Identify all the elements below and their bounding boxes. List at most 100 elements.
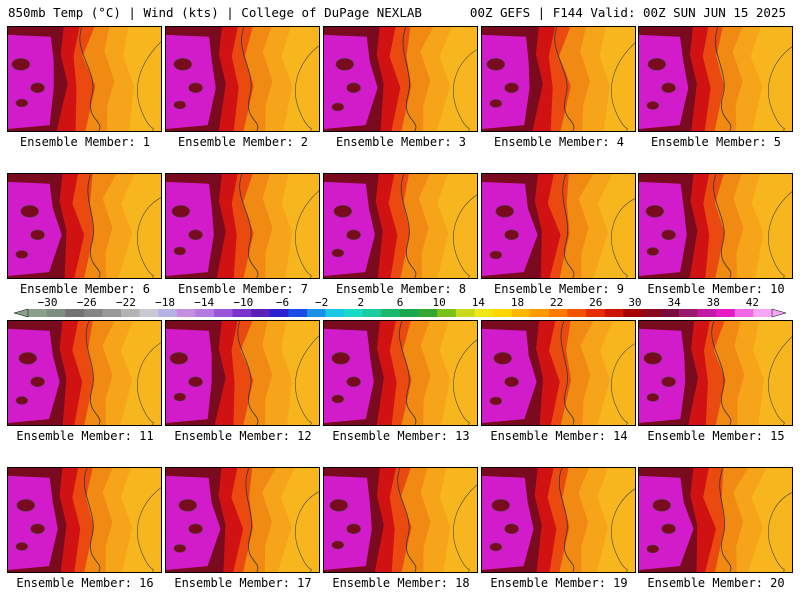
- warm-core-2: [173, 100, 187, 110]
- warm-core-1: [504, 229, 519, 241]
- colorbar-segment: [400, 309, 419, 317]
- colorbar-segment: [102, 309, 122, 317]
- warm-core-2: [489, 250, 503, 260]
- ensemble-member-label: Ensemble Member: 7: [177, 282, 309, 296]
- warm-core-1: [504, 82, 519, 94]
- temperature-field-map: [324, 468, 477, 572]
- colorbar-tick-label: 34: [667, 296, 681, 309]
- boundary-line: [768, 336, 792, 425]
- colorbar-segment: [530, 309, 550, 317]
- warm-core-2: [15, 98, 29, 108]
- ensemble-member-label: Ensemble Member: 11: [16, 429, 154, 443]
- boundary-line: [241, 27, 259, 131]
- warm-core-0: [16, 499, 35, 512]
- boundary-line: [719, 468, 732, 572]
- ensemble-member-label: Ensemble Member: 15: [647, 429, 785, 443]
- colorbar-segment: [623, 309, 643, 317]
- temperature-field-map: [324, 321, 477, 425]
- ensemble-member-label: Ensemble Member: 3: [335, 135, 467, 149]
- warm-core-1: [30, 523, 45, 535]
- warm-core-0: [486, 58, 505, 71]
- warm-core-2: [173, 246, 187, 256]
- warm-core-1: [661, 376, 676, 388]
- colorbar-tick-label: 14: [471, 296, 485, 309]
- warm-core-1: [30, 376, 45, 388]
- warm-core-0: [171, 205, 190, 218]
- isotherm-band-6: [324, 328, 374, 424]
- ensemble-panel-15: [638, 320, 793, 426]
- ensemble-member-label: Ensemble Member: 19: [490, 576, 628, 590]
- isotherm-band-6: [639, 328, 686, 424]
- colorbar-segment: [604, 309, 624, 317]
- boundary-line: [295, 190, 319, 278]
- boundary-line: [397, 468, 417, 572]
- boundary-line: [711, 321, 732, 425]
- colorbar-segment: [325, 309, 345, 317]
- isotherm-band-6: [639, 34, 689, 130]
- colorbar-tick-label: 6: [396, 296, 404, 309]
- colorbar-tick-label: 26: [589, 296, 603, 309]
- temperature-field-map: [639, 27, 792, 131]
- isotherm-band-6: [8, 34, 54, 130]
- colorbar-segment: [437, 309, 457, 317]
- boundary-line: [453, 484, 477, 572]
- warm-core-0: [493, 352, 512, 365]
- warm-core-2: [489, 542, 503, 552]
- colorbar-segment: [679, 309, 698, 317]
- colorbar-tick-label: 30: [628, 296, 642, 309]
- colorbar-segment: [269, 309, 289, 317]
- ensemble-panel-3: [323, 26, 478, 132]
- isotherm-band-6: [166, 181, 214, 277]
- boundary-line: [87, 174, 101, 278]
- temperature-field-map: [166, 468, 319, 572]
- warm-core-1: [188, 82, 203, 94]
- boundary-line: [714, 27, 732, 131]
- warm-core-0: [169, 352, 189, 365]
- colorbar-tick-label: −26: [76, 296, 97, 309]
- boundary-line: [79, 27, 101, 131]
- ensemble-panel-8: [323, 173, 478, 279]
- boundary-line: [713, 174, 732, 278]
- colorbar-segment: [660, 309, 680, 317]
- ensemble-panel-5: [638, 26, 793, 132]
- warm-core-1: [30, 82, 45, 94]
- temperature-field-map: [639, 321, 792, 425]
- colorbar-segment: [65, 309, 85, 317]
- colorbar-segment: [251, 309, 271, 317]
- colorbar-segment: [753, 309, 773, 317]
- boundary-line: [611, 343, 635, 425]
- boundary-line: [611, 42, 635, 131]
- warm-core-0: [495, 205, 514, 218]
- warm-core-2: [15, 250, 29, 259]
- warm-core-0: [20, 205, 39, 218]
- boundary-line: [245, 468, 259, 572]
- warm-core-1: [188, 376, 203, 388]
- ensemble-member-label: Ensemble Member: 17: [174, 576, 312, 590]
- temperature-field-map: [8, 321, 161, 425]
- colorbar-segment: [176, 309, 196, 317]
- ensemble-panel-9: [481, 173, 636, 279]
- temperature-field-map: [324, 174, 477, 278]
- temperature-field-map: [8, 174, 161, 278]
- warm-core-0: [11, 58, 31, 71]
- warm-core-2: [646, 544, 660, 554]
- boundary-line: [453, 339, 477, 425]
- boundary-line: [562, 174, 575, 278]
- colorbar-tick-label: −2: [315, 296, 329, 309]
- warm-core-1: [346, 376, 361, 388]
- colorbar-segment: [214, 309, 233, 317]
- ensemble-member-label: Ensemble Member: 6: [19, 282, 151, 296]
- colorbar-segment: [493, 309, 512, 317]
- colorbar-segment: [474, 309, 494, 317]
- warm-core-2: [331, 394, 345, 404]
- map-title-right: 00Z GEFS | F144 Valid: 00Z SUN JUN 15 20…: [469, 5, 786, 20]
- colorbar-segment: [158, 309, 178, 317]
- ensemble-member-label: Ensemble Member: 20: [647, 576, 785, 590]
- boundary-line: [295, 491, 319, 572]
- colorbar-segment: [362, 309, 382, 317]
- boundary-line: [560, 321, 575, 425]
- colorbar-segment: [716, 309, 736, 317]
- ensemble-member-label: Ensemble Member: 13: [332, 429, 470, 443]
- temperature-field-map: [639, 174, 792, 278]
- isotherm-band-6: [8, 475, 58, 571]
